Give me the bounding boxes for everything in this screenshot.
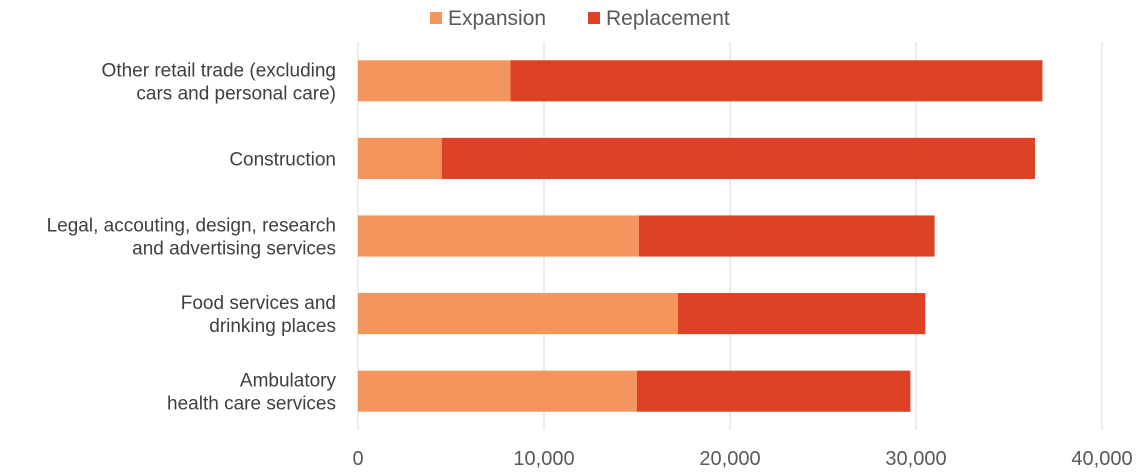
category-label-2-line-1: and advertising services: [132, 239, 336, 260]
bar-replacement-4: [637, 370, 911, 412]
category-label-3-line-1: drinking places: [209, 316, 336, 337]
x-tick-label-0: 0: [352, 448, 363, 470]
legend: Expansion Replacement: [430, 7, 730, 30]
x-tick-label-3: 30,000: [885, 448, 946, 470]
bar-expansion-0: [358, 60, 511, 102]
legend-swatch-expansion: [430, 12, 442, 24]
bar-replacement-2: [638, 215, 935, 257]
bar-expansion-2: [358, 215, 639, 257]
x-tick-label-4: 40,000: [1071, 448, 1132, 470]
category-label-3-line-0: Food services and: [181, 293, 336, 314]
x-axis-tick-labels: 0 10,000 20,000 30,000 40,000: [352, 448, 1132, 470]
x-tick-label-1: 10,000: [513, 448, 574, 470]
legend-label-replacement: Replacement: [606, 7, 730, 30]
bars: [358, 60, 1043, 412]
category-label-0-line-1: cars and personal care): [136, 83, 336, 104]
legend-swatch-replacement: [588, 12, 600, 24]
bar-replacement-3: [677, 293, 926, 335]
category-label-0-line-0: Other retail trade (excluding: [102, 60, 336, 81]
category-label-1-line-0: Construction: [229, 149, 336, 170]
category-label-2-line-0: Legal, accouting, design, research: [47, 216, 336, 237]
x-tick-label-2: 20,000: [699, 448, 760, 470]
bar-expansion-1: [358, 137, 442, 179]
bar-replacement-0: [510, 60, 1043, 102]
bar-expansion-4: [358, 370, 637, 412]
bar-replacement-1: [441, 137, 1036, 179]
category-label-4-line-1: health care services: [167, 394, 336, 415]
category-label-4-line-0: Ambulatory: [240, 371, 337, 392]
legend-label-expansion: Expansion: [448, 7, 546, 30]
bar-expansion-3: [358, 293, 678, 335]
